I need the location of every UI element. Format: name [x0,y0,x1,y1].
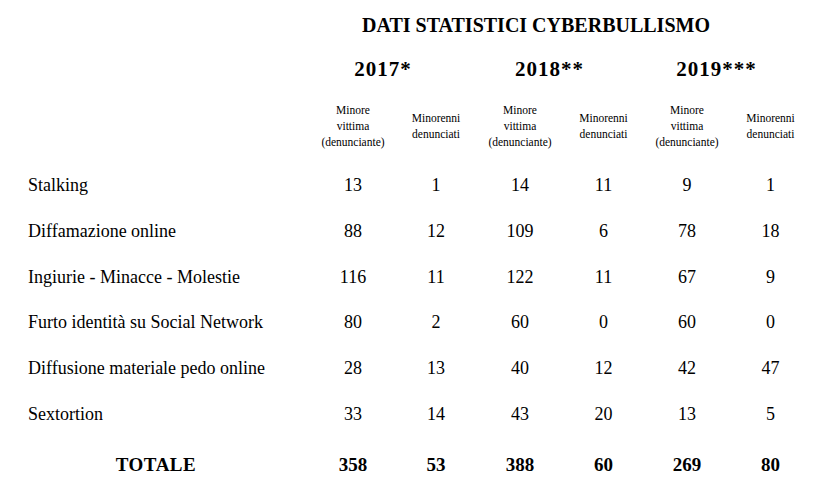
column-header-victim-2017: Minore vittima (denunciante) [312,88,394,163]
cell-diffamazione-2018-reported: 6 [562,209,645,255]
cell-diffusione-2018-victim: 40 [478,346,562,392]
column-header-reported-2018: Minorenni denunciati [562,88,645,163]
cell-total-2017-reported: 53 [394,437,478,493]
cell-furto-2017-victim: 80 [312,300,394,346]
year-header-2019: 2019*** [633,50,800,88]
cell-diffamazione-2018-victim: 109 [478,209,562,255]
row-label-diffusione-materiale-pedo: Diffusione materiale pedo online [0,346,312,392]
year-header-2017: 2017* [300,50,466,88]
cell-diffusione-2019-reported: 47 [729,346,812,392]
column-header-reported-2017: Minorenni denunciati [394,88,478,163]
cell-diffusione-2018-reported: 12 [562,346,645,392]
row-label-diffamazione-online: Diffamazione online [0,209,312,255]
cell-diffamazione-2017-reported: 12 [394,209,478,255]
cell-diffusione-2017-victim: 28 [312,346,394,392]
row-label-stalking: Stalking [0,163,312,209]
cell-ingiurie-2018-victim: 122 [478,254,562,300]
cell-sextortion-2017-reported: 14 [394,391,478,437]
year-header-2018: 2018** [466,50,633,88]
cell-diffamazione-2019-victim: 78 [645,209,729,255]
total-row-label: TOTALE [0,437,312,493]
cell-furto-2019-reported: 0 [729,300,812,346]
cell-furto-2019-victim: 60 [645,300,729,346]
cell-stalking-2019-reported: 1 [729,163,812,209]
row-label-furto-identita: Furto identità su Social Network [0,300,312,346]
cell-sextortion-2019-victim: 13 [645,391,729,437]
cell-total-2019-reported: 80 [729,437,812,493]
cell-furto-2018-reported: 0 [562,300,645,346]
cell-diffusione-2017-reported: 13 [394,346,478,392]
cell-stalking-2018-reported: 11 [562,163,645,209]
row-label-sextortion: Sextortion [0,391,312,437]
cyberbullying-statistics-table: DATI STATISTICI CYBERBULLISMO 2017* 2018… [0,0,812,493]
page-title: DATI STATISTICI CYBERBULLISMO [0,0,812,50]
cell-sextortion-2019-reported: 5 [729,391,812,437]
cell-diffusione-2019-victim: 42 [645,346,729,392]
row-label-ingiurie-minacce-molestie: Ingiurie - Minacce - Molestie [0,254,312,300]
spacer-cell [0,88,312,163]
cell-furto-2017-reported: 2 [394,300,478,346]
cell-diffamazione-2019-reported: 18 [729,209,812,255]
cell-sextortion-2017-victim: 33 [312,391,394,437]
cell-stalking-2018-victim: 14 [478,163,562,209]
spacer-cell [0,50,312,88]
cell-ingiurie-2018-reported: 11 [562,254,645,300]
cell-total-2018-victim: 388 [478,437,562,493]
column-header-reported-2019: Minorenni denunciati [729,88,812,163]
cell-sextortion-2018-victim: 43 [478,391,562,437]
cell-sextortion-2018-reported: 20 [562,391,645,437]
column-header-victim-2018: Minore vittima (denunciante) [478,88,562,163]
cell-ingiurie-2019-reported: 9 [729,254,812,300]
cell-total-2018-reported: 60 [562,437,645,493]
cell-ingiurie-2017-reported: 11 [394,254,478,300]
cell-stalking-2017-victim: 13 [312,163,394,209]
document-page: DATI STATISTICI CYBERBULLISMO 2017* 2018… [0,0,832,493]
cell-ingiurie-2017-victim: 116 [312,254,394,300]
cell-stalking-2017-reported: 1 [394,163,478,209]
cell-diffamazione-2017-victim: 88 [312,209,394,255]
cell-furto-2018-victim: 60 [478,300,562,346]
column-header-victim-2019: Minore vittima (denunciante) [645,88,729,163]
cell-total-2017-victim: 358 [312,437,394,493]
cell-stalking-2019-victim: 9 [645,163,729,209]
cell-total-2019-victim: 269 [645,437,729,493]
cell-ingiurie-2019-victim: 67 [645,254,729,300]
